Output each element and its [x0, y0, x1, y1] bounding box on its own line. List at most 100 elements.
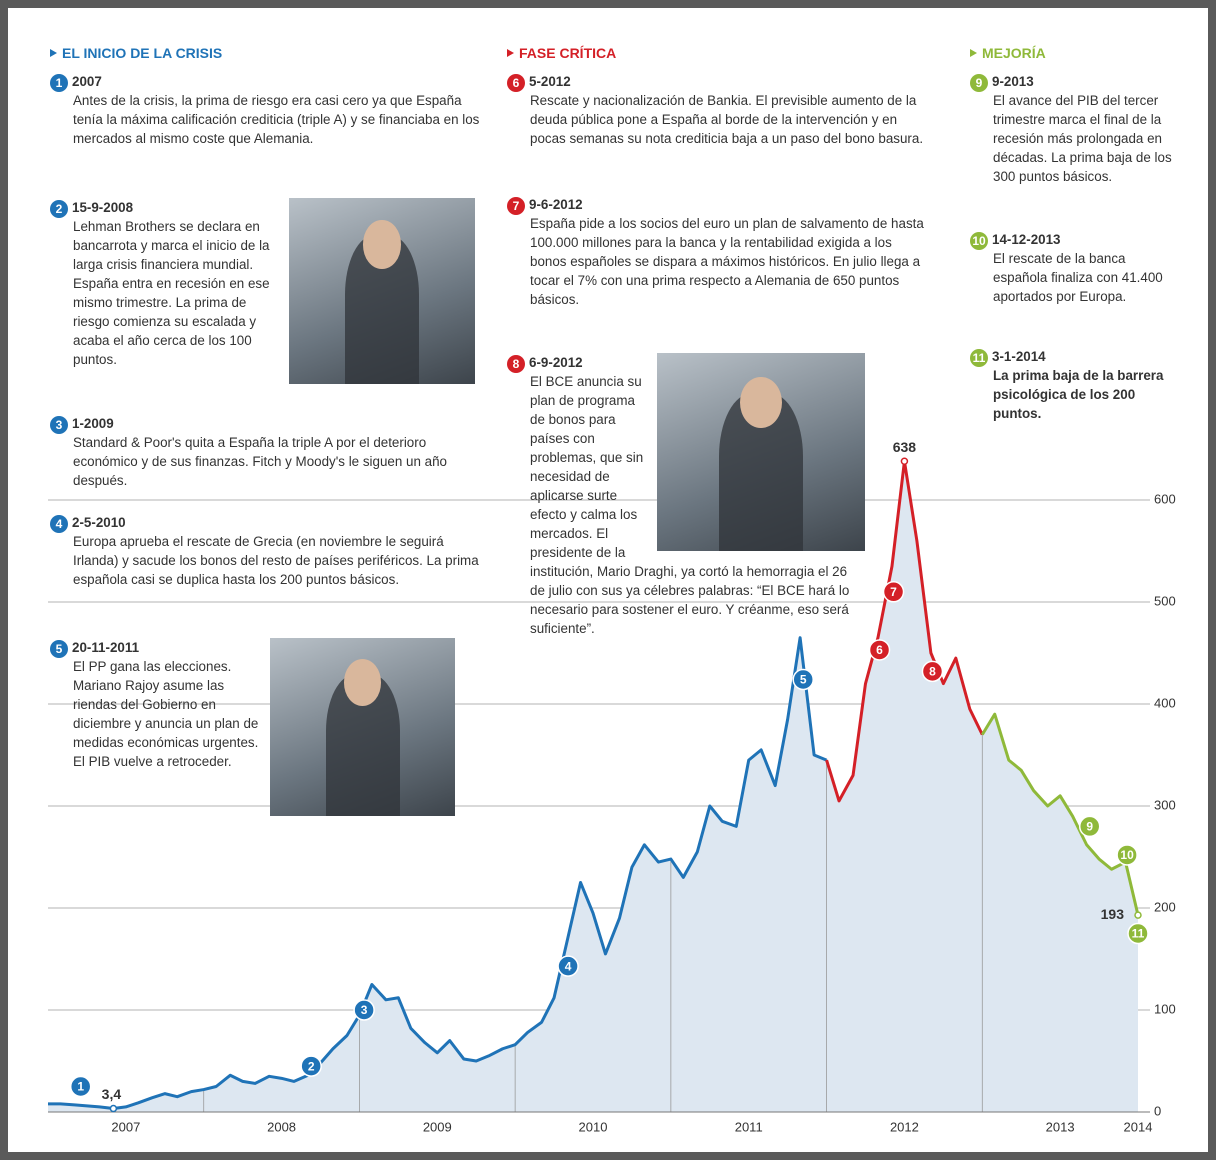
event-body: El avance del PIB del tercer trimestre m…: [993, 91, 1180, 186]
y-tick-label: 500: [1154, 593, 1176, 608]
event-body: El BCE anuncia su plan de programa de bo…: [530, 372, 865, 638]
event-number: 8: [507, 355, 525, 373]
event-number: 9: [970, 74, 988, 92]
event-number: 7: [507, 197, 525, 215]
event-marker-label: 5: [800, 673, 807, 687]
photo: [289, 198, 475, 384]
event-number: 4: [50, 515, 68, 533]
x-tick-label: 2013: [1046, 1119, 1075, 1134]
event: 4 2-5-2010 Europa aprueba el rescate de Gr…: [50, 513, 480, 589]
event-text: Rescate y nacionalización de Bankia. El …: [530, 93, 923, 146]
event-head: 11 3-1-2014: [970, 347, 1180, 366]
event: 8 6-9-2012 El BCE anuncia su plan de progr…: [507, 353, 865, 638]
event-date: 1-2009: [72, 416, 114, 431]
event-number: 3: [50, 416, 68, 434]
event-date: 6-9-2012: [529, 355, 583, 370]
photo-face: [363, 220, 400, 268]
event-marker-label: 7: [890, 585, 897, 599]
event-date: 5-2012: [529, 74, 571, 89]
event: 11 3-1-2014 La prima baja de la barrera ps…: [970, 347, 1180, 423]
y-tick-label: 300: [1154, 797, 1176, 812]
event-marker-label: 9: [1086, 820, 1093, 834]
event-text: La prima baja de la barrera psicológica …: [993, 368, 1163, 421]
y-tick-label: 200: [1154, 899, 1176, 914]
event-marker-label: 6: [876, 643, 883, 657]
x-tick-label: 2009: [423, 1119, 452, 1134]
event-body: El PP gana las elecciones. Mariano Rajoy…: [73, 657, 455, 771]
event-head: 9 9-2013: [970, 72, 1180, 91]
event-number: 5: [50, 640, 68, 658]
point: [901, 458, 907, 464]
x-tick-label: 2014: [1124, 1119, 1153, 1134]
event-text: Standard & Poor's quita a España la trip…: [73, 435, 447, 488]
event: 6 5-2012 Rescate y nacionalización de Bank…: [507, 72, 927, 148]
event-body: Lehman Brothers se declara en bancarrota…: [73, 217, 475, 369]
value-label: 638: [893, 439, 917, 455]
x-tick-label: 2010: [579, 1119, 608, 1134]
event-date: 9-6-2012: [529, 197, 583, 212]
y-tick-label: 400: [1154, 695, 1176, 710]
event-date: 2-5-2010: [72, 515, 126, 530]
y-tick-label: 0: [1154, 1103, 1161, 1118]
event-body: El rescate de la banca española finaliza…: [993, 249, 1180, 306]
event-number: 10: [970, 232, 988, 250]
event: 7 9-6-2012 España pide a los socios del eu…: [507, 195, 927, 309]
value-label: 193: [1101, 906, 1125, 922]
event-marker-label: 10: [1120, 848, 1134, 862]
event-date: 9-2013: [992, 74, 1034, 89]
x-tick-label: 2008: [267, 1119, 296, 1134]
point: [1135, 912, 1141, 918]
event-marker-label: 8: [929, 665, 936, 679]
point: [110, 1106, 116, 1112]
event-date: 3-1-2014: [992, 349, 1046, 364]
event: 10 14-12-2013 El rescate de la banca españ…: [970, 230, 1180, 306]
event-text: El rescate de la banca española finaliza…: [993, 251, 1163, 304]
event-head: 10 14-12-2013: [970, 230, 1180, 249]
event-body: Rescate y nacionalización de Bankia. El …: [530, 91, 927, 148]
event-text: España pide a los socios del euro un pla…: [530, 216, 924, 307]
section-header: MEJORÍA: [970, 45, 1046, 61]
photo: [270, 638, 455, 816]
section-header: EL INICIO DE LA CRISIS: [50, 45, 222, 61]
event-head: 7 9-6-2012: [507, 195, 927, 214]
event-body: Antes de la crisis, la prima de riesgo e…: [73, 91, 480, 148]
event: 1 2007 Antes de la crisis, la prima de rie…: [50, 72, 480, 148]
y-tick-label: 600: [1154, 491, 1176, 506]
page: 0 100 200 300 400 500 600 2007 2008 2009 2010 2011 2…: [0, 0, 1216, 1160]
event-head: 3 1-2009: [50, 414, 480, 433]
event-body: Europa aprueba el rescate de Grecia (en …: [73, 532, 480, 589]
event-marker-label: 3: [361, 1003, 368, 1017]
y-tick-label: 100: [1154, 1001, 1176, 1016]
event-date: 14-12-2013: [992, 232, 1061, 247]
event-text: El PP gana las elecciones. Mariano Rajoy…: [73, 659, 258, 769]
event-marker-label: 1: [77, 1080, 84, 1094]
event-body: La prima baja de la barrera psicológica …: [993, 366, 1180, 423]
photo-face: [344, 659, 381, 705]
photo-face: [740, 377, 782, 428]
event-date: 20-11-2011: [72, 640, 139, 655]
event-head: 1 2007: [50, 72, 480, 91]
event-head: 6 5-2012: [507, 72, 927, 91]
x-tick-label: 2011: [735, 1119, 763, 1134]
event-number: 1: [50, 74, 68, 92]
event-date: 15-9-2008: [72, 200, 133, 215]
value-label: 3,4: [102, 1086, 122, 1102]
event-number: 2: [50, 200, 68, 218]
event-number: 11: [970, 349, 988, 367]
event-date: 2007: [72, 74, 102, 89]
event: 9 9-2013 El avance del PIB del tercer trim…: [970, 72, 1180, 186]
event-marker-label: 4: [565, 959, 572, 973]
photo: [657, 353, 865, 551]
event-marker-label: 11: [1132, 927, 1145, 941]
event-marker-label: 2: [308, 1059, 315, 1073]
event-body: Standard & Poor's quita a España la trip…: [73, 433, 480, 490]
event-number: 6: [507, 74, 525, 92]
event: 3 1-2009 Standard & Poor's quita a España …: [50, 414, 480, 490]
event-body: España pide a los socios del euro un pla…: [530, 214, 927, 309]
event-text: Antes de la crisis, la prima de riesgo e…: [73, 93, 479, 146]
event-text: Europa aprueba el rescate de Grecia (en …: [73, 534, 479, 587]
event-head: 4 2-5-2010: [50, 513, 480, 532]
event: 2 15-9-2008 Lehman Brothers se declara en …: [50, 198, 475, 388]
event-text: El avance del PIB del tercer trimestre m…: [993, 93, 1172, 184]
x-tick-label: 2012: [890, 1119, 919, 1134]
